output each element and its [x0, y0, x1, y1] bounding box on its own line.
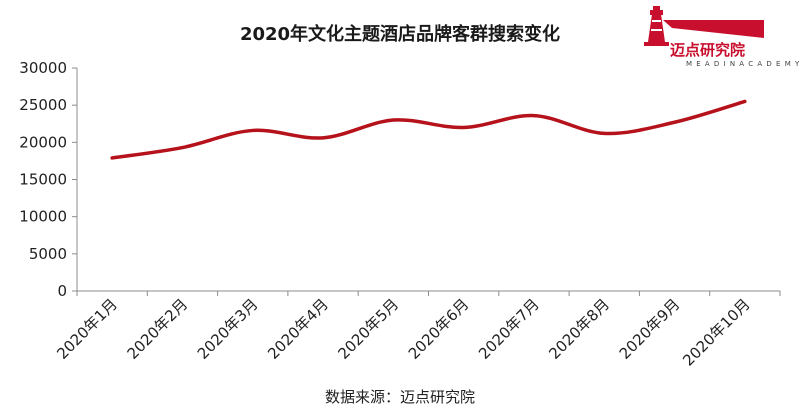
logo-subtitle: M E A D I N A C A D E M Y: [686, 60, 800, 68]
data-point: [673, 121, 676, 124]
y-tick-label: 30000: [19, 59, 67, 77]
data-point: [181, 146, 184, 149]
series-group: [110, 99, 747, 160]
y-tick-label: 5000: [29, 245, 67, 263]
meadin-logo: 迈点研究院 M E A D I N A C A D E M Y: [644, 6, 800, 68]
source-note: 数据来源：迈点研究院: [325, 388, 475, 406]
axes: [72, 67, 781, 296]
data-point: [603, 132, 606, 135]
data-point: [743, 100, 747, 103]
x-tick-label: 2020年6月: [405, 295, 473, 363]
x-tick-label: 2020年5月: [334, 295, 402, 363]
chart-title: 2020年文化主题酒店品牌客群搜索变化: [240, 23, 560, 45]
data-point: [462, 126, 465, 129]
logo-name: 迈点研究院: [670, 41, 745, 59]
data-point: [110, 156, 114, 160]
data-point: [321, 136, 325, 140]
logo-beam: [663, 20, 764, 38]
x-tick-label: 2020年10月: [679, 295, 753, 369]
x-tick-label: 2020年7月: [475, 295, 543, 363]
x-tick-labels: 2020年1月 2020年2月 2020年3月 2020年4月 2020年5月 2020年…: [53, 295, 753, 369]
data-point: [251, 129, 254, 132]
x-tick-label: 2020年2月: [124, 295, 192, 363]
series-line: [110, 99, 747, 160]
data-point: [532, 114, 536, 117]
x-tick-label: 2020年8月: [545, 295, 613, 363]
y-tick-label: 25000: [19, 96, 67, 114]
data-point: [392, 118, 395, 122]
x-tick-label: 2020年1月: [53, 295, 121, 363]
x-tick-label: 2020年3月: [194, 295, 262, 363]
y-tick-label: 15000: [19, 171, 67, 189]
y-tick-labels: 0 5000 10000 15000 20000 25000 30000: [19, 59, 67, 300]
y-tick-label: 10000: [19, 208, 67, 226]
y-tick-label: 0: [57, 282, 67, 300]
x-tick-label: 2020年9月: [616, 295, 684, 363]
x-tick-label: 2020年4月: [264, 295, 332, 363]
lighthouse-icon: [644, 6, 669, 46]
y-tick-label: 20000: [19, 133, 67, 151]
